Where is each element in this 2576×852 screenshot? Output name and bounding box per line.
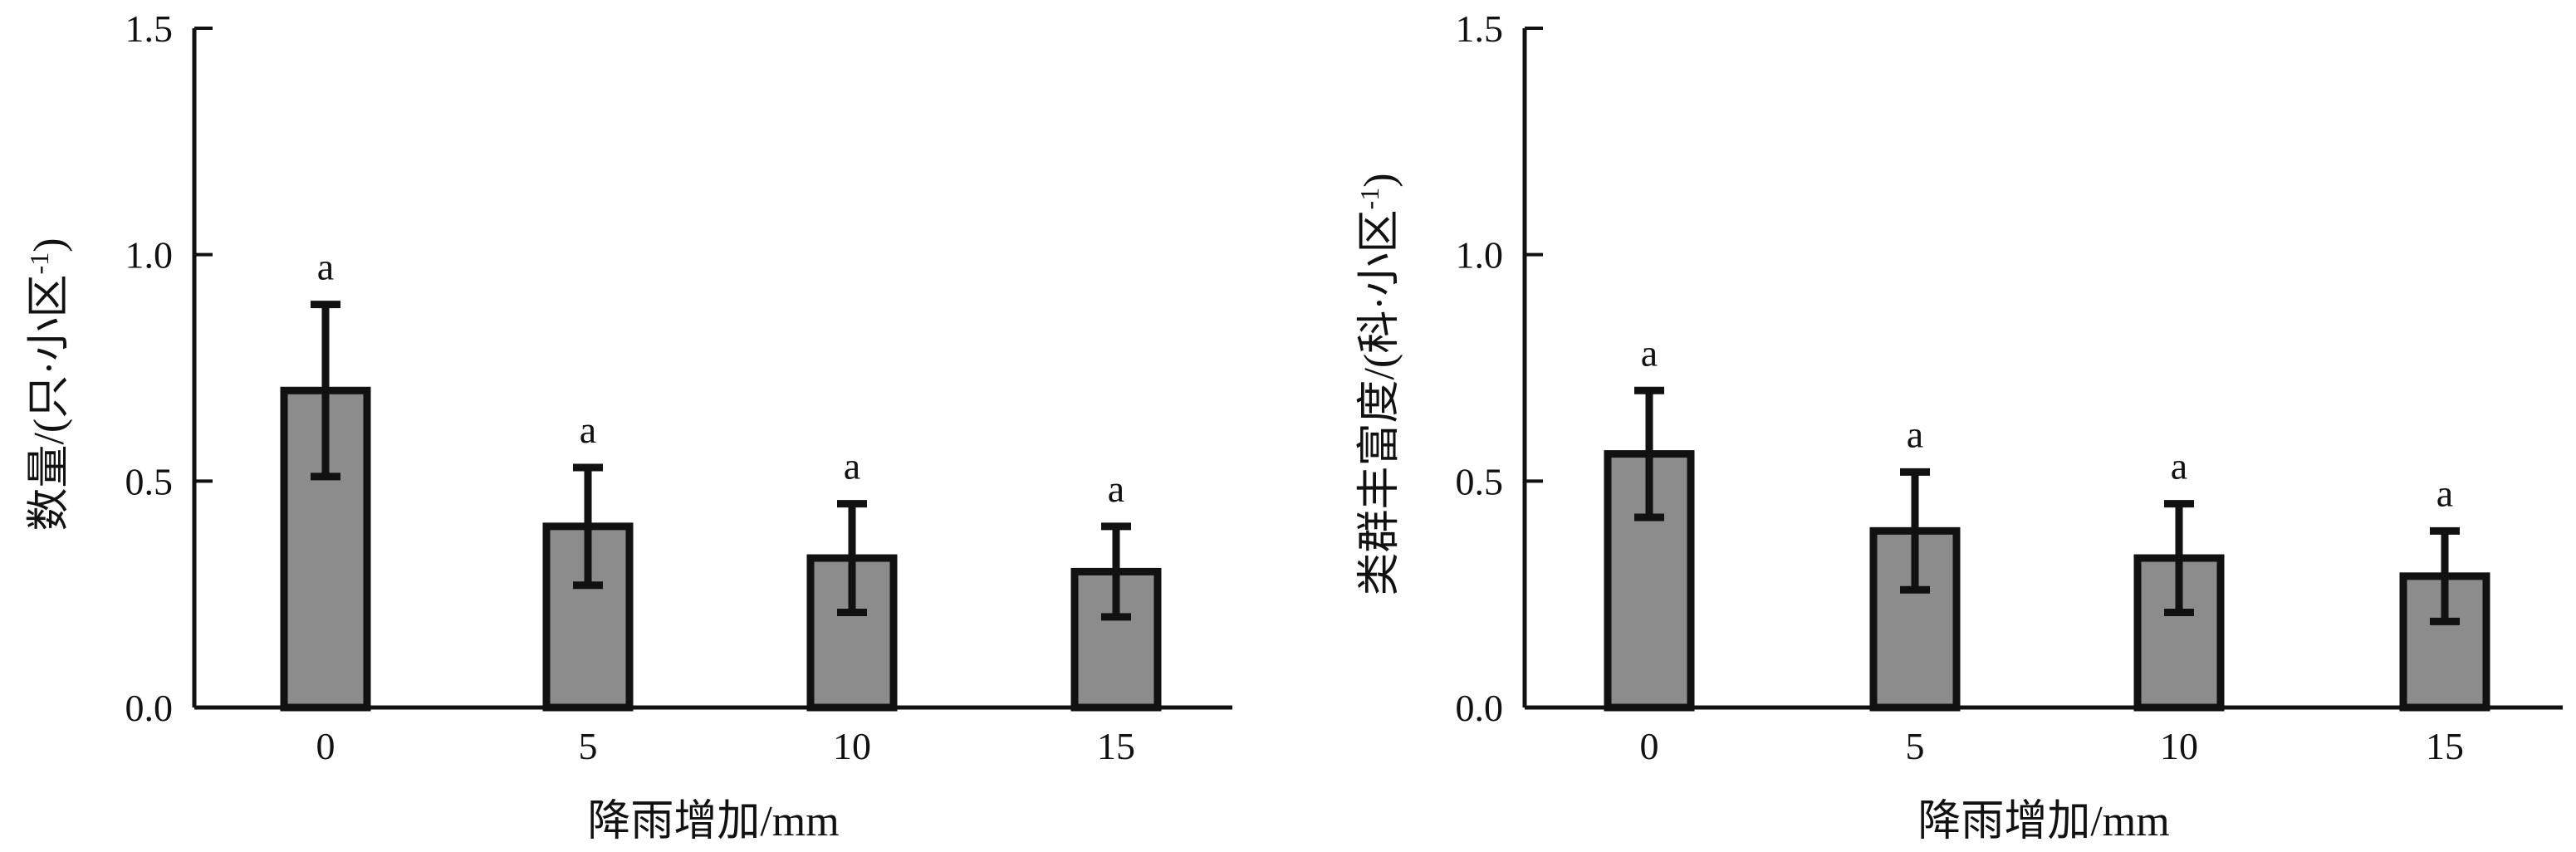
y-tick-label: 1.5: [125, 7, 174, 50]
significance-label-5: a: [1907, 413, 1923, 455]
y-axis-label: 数量/(只·小区-1): [24, 237, 73, 531]
significance-label-15: a: [2436, 472, 2453, 514]
y-tick-label: 1.5: [1456, 7, 1504, 50]
significance-label-15: a: [1108, 468, 1124, 510]
panel-abundance: a 0 a 5 a 10 a 15 0.0 0.5 1.0 1.5 降雨增加/mm 数量/(只·小区-1): [24, 7, 1232, 845]
significance-label-10: a: [2171, 445, 2187, 487]
significance-label-0: a: [317, 246, 334, 288]
y-tick-label: 0.0: [1456, 687, 1504, 729]
x-tick-label: 10: [2160, 725, 2198, 767]
y-axis-label: 类群丰富度/(科·小区-1): [1354, 173, 1403, 595]
error-bar-15: [1101, 522, 1131, 621]
x-tick-label: 5: [579, 725, 598, 767]
error-bar-0: [311, 301, 340, 481]
error-bar-0: [1634, 386, 1664, 521]
x-tick-label: 0: [316, 725, 335, 767]
y-tick-label: 0.5: [125, 460, 174, 502]
x-axis-label: 降雨增加/mm: [587, 798, 839, 845]
x-tick-label: 15: [2426, 725, 2464, 767]
error-bar-5: [1900, 468, 1930, 594]
x-tick-label: 10: [833, 725, 871, 767]
error-bar-5: [573, 463, 603, 590]
error-bar-15: [2430, 526, 2460, 625]
x-tick-label: 0: [1640, 725, 1659, 767]
significance-label-5: a: [580, 409, 596, 451]
x-axis-label: 降雨增加/mm: [1917, 798, 2169, 845]
error-bar-10: [837, 500, 867, 616]
y-tick-label: 1.0: [125, 234, 174, 277]
x-tick-label: 5: [1906, 725, 1925, 767]
error-bar-10: [2164, 500, 2194, 616]
y-tick-label: 0.0: [125, 687, 174, 729]
panel-richness: a 0 a 5 a 10 a 15 0.0 0.5 1.0 1.5 降雨增加/mm 类群丰富度/(科·小区…: [1354, 7, 2563, 845]
x-tick-label: 15: [1097, 725, 1135, 767]
significance-label-0: a: [1641, 331, 1658, 374]
y-tick-label: 0.5: [1456, 460, 1504, 502]
y-tick-label: 1.0: [1456, 234, 1504, 277]
significance-label-10: a: [844, 445, 860, 487]
